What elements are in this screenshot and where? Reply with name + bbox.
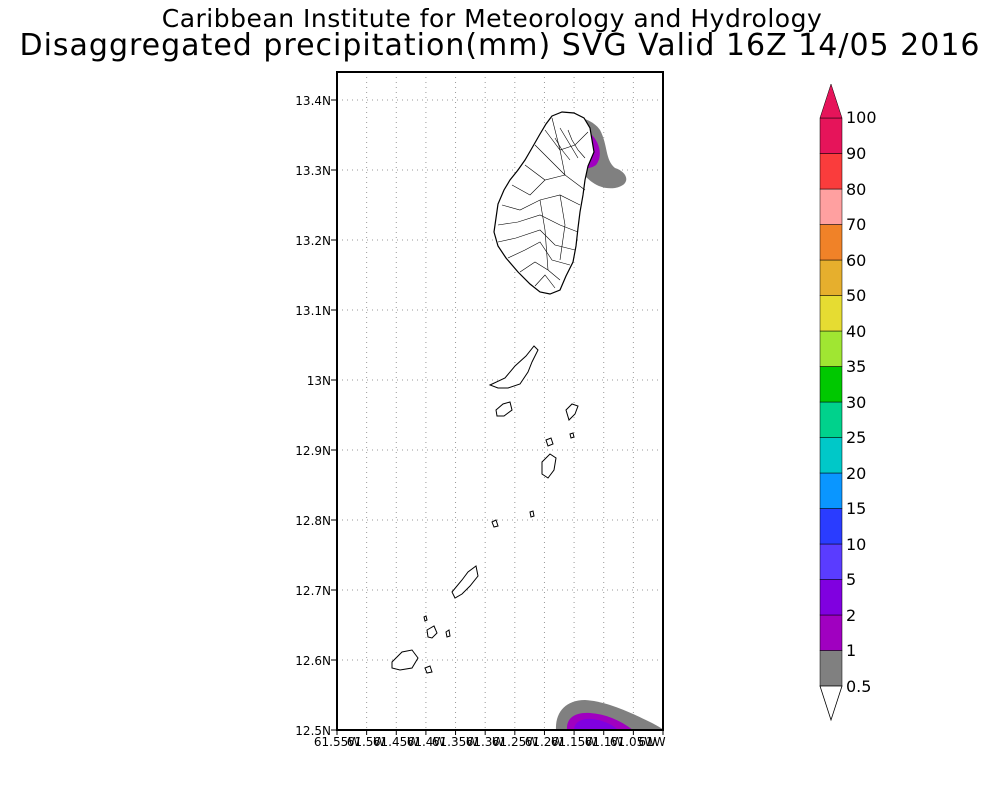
- lon-tick-label: 61.15W: [551, 735, 597, 749]
- lon-tick-label: 61.45W: [373, 735, 419, 749]
- colorbar-over-arrow: [819, 83, 843, 119]
- lon-tick-label: 61.4W: [407, 735, 446, 749]
- map-title: Disaggregated precipitation(mm) SVG Vali…: [19, 28, 981, 63]
- colorbar-segment: [819, 508, 843, 545]
- lon-tick-label: 61.55W: [314, 735, 360, 749]
- lon-tick-label: 61W: [638, 735, 665, 749]
- colorbar-level-label: 20: [846, 464, 866, 483]
- colorbar-level-label: 100: [846, 108, 877, 127]
- colorbar-level-label: 1: [846, 641, 856, 660]
- precip-2-5-south: [574, 718, 618, 730]
- river-network: [497, 117, 589, 289]
- colorbar-under-arrow: [819, 685, 843, 722]
- lon-tick-label: 61.5W: [347, 735, 386, 749]
- colorbar-segment: [819, 614, 843, 651]
- precipitation-colorbar: [819, 83, 843, 722]
- lat-tick-label: 12.8N: [295, 514, 331, 528]
- lat-tick-label: 13.2N: [295, 234, 331, 248]
- precip-area-south: [555, 700, 664, 730]
- colorbar-level-label: 2: [846, 606, 856, 625]
- colorbar-segment: [819, 117, 843, 154]
- lat-tick-label: 13.3N: [295, 164, 331, 178]
- lat-tick-label: 13N: [307, 374, 331, 388]
- lat-tick-label: 13.1N: [295, 304, 331, 318]
- colorbar-segment: [819, 259, 843, 296]
- colorbar-level-label: 10: [846, 535, 866, 554]
- lon-tick-label: 61.3W: [466, 735, 505, 749]
- colorbar-level-label: 50: [846, 286, 866, 305]
- colorbar-level-label: 35: [846, 357, 866, 376]
- colorbar-level-label: 15: [846, 499, 866, 518]
- colorbar-labels: 0.5 1 2 5 10 15 20 25 30 35 40 50 60 70 …: [846, 108, 877, 696]
- grenadines-islands: [391, 345, 579, 674]
- colorbar-segment: [819, 330, 843, 367]
- latitude-labels: 13.4N 13.3N 13.2N 13.1N 13N 12.9N 12.8N …: [295, 94, 331, 738]
- longitude-labels: 61.55W 61.5W 61.45W 61.4W 61.35W 61.3W 6…: [314, 735, 666, 749]
- map-frame: [336, 71, 664, 731]
- lon-tick-label: 61.1W: [585, 735, 624, 749]
- colorbar-segment: [819, 437, 843, 474]
- colorbar-segment: [819, 543, 843, 580]
- colorbar-level-label: 70: [846, 215, 866, 234]
- colorbar-level-label: 30: [846, 393, 866, 412]
- lat-tick-label: 12.9N: [295, 444, 331, 458]
- colorbar-level-label: 0.5: [846, 677, 871, 696]
- lon-tick-label: 61.2W: [525, 735, 564, 749]
- colorbar-level-label: 5: [846, 570, 856, 589]
- colorbar-level-label: 90: [846, 144, 866, 163]
- colorbar-segment: [819, 650, 843, 687]
- colorbar-segment: [819, 295, 843, 332]
- colorbar-segment: [819, 224, 843, 261]
- colorbar-segment: [819, 579, 843, 616]
- colorbar-segment: [819, 153, 843, 190]
- lat-tick-label: 12.5N: [295, 724, 331, 738]
- colorbar-segment: [819, 472, 843, 509]
- colorbar-segment: [819, 366, 843, 403]
- colorbar-level-label: 40: [846, 322, 866, 341]
- colorbar-level-label: 25: [846, 428, 866, 447]
- saint-vincent-island: [493, 111, 595, 295]
- axis-ticks: [331, 99, 664, 735]
- lat-tick-label: 13.4N: [295, 94, 331, 108]
- lon-tick-label: 61.25W: [492, 735, 538, 749]
- lat-tick-label: 12.6N: [295, 654, 331, 668]
- institute-title: Caribbean Institute for Meteorology and …: [161, 4, 823, 33]
- lon-tick-label: 61.05W: [610, 735, 656, 749]
- colorbar-segment: [819, 188, 843, 225]
- colorbar-level-label: 60: [846, 251, 866, 270]
- lat-tick-label: 12.7N: [295, 584, 331, 598]
- lon-tick-label: 61.35W: [432, 735, 478, 749]
- colorbar-segment: [819, 401, 843, 438]
- colorbar-level-label: 80: [846, 180, 866, 199]
